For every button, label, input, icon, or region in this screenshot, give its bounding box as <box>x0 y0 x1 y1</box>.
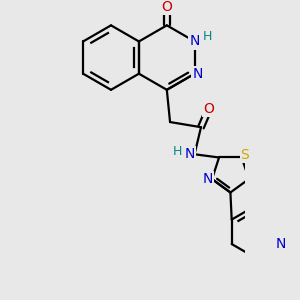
Text: N: N <box>203 172 213 186</box>
Text: H: H <box>172 145 182 158</box>
Text: O: O <box>161 0 172 14</box>
Text: N: N <box>184 147 195 161</box>
Text: S: S <box>241 148 249 162</box>
Text: N: N <box>275 237 286 251</box>
Text: H: H <box>203 30 212 43</box>
Text: N: N <box>192 67 202 81</box>
Text: N: N <box>190 34 200 49</box>
Text: O: O <box>203 102 214 116</box>
